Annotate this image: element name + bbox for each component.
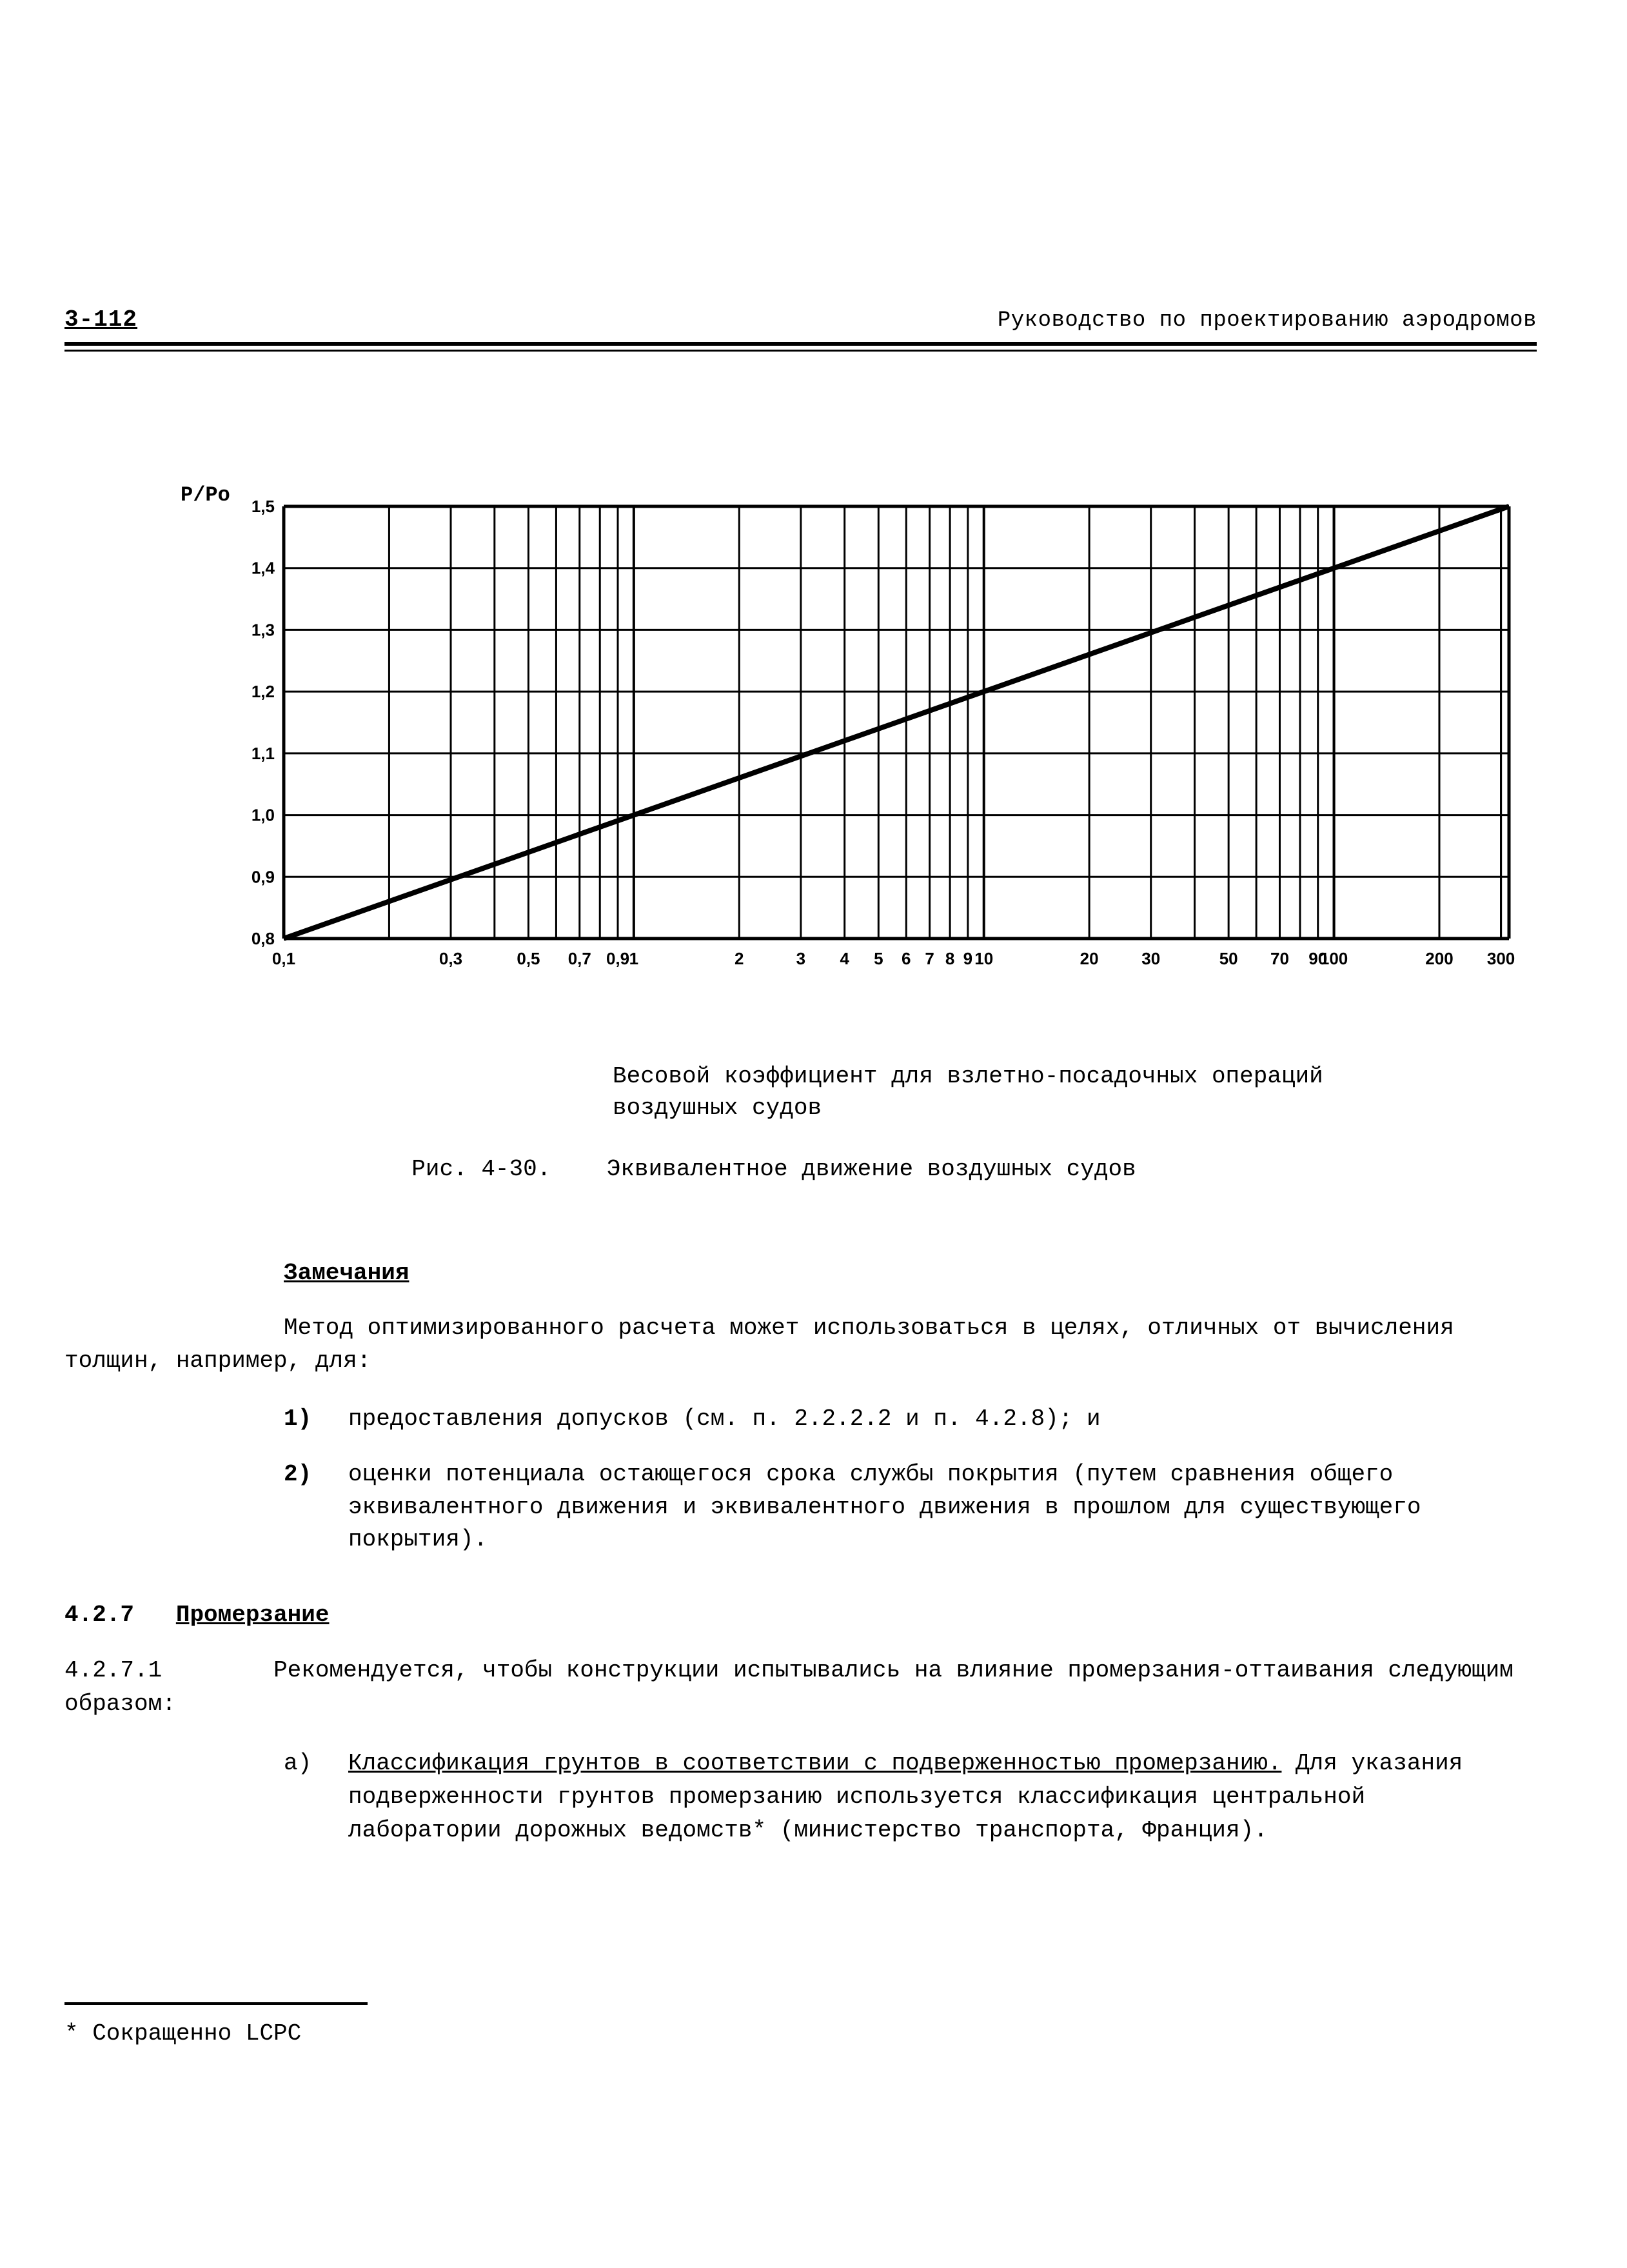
svg-text:1,0: 1,0 [251,806,275,825]
svg-text:1,2: 1,2 [251,682,275,701]
manual-title: Руководство по проектированию аэродромов [998,308,1537,333]
section-4-2-7-heading: 4.2.7 Промерзание [64,1602,1524,1628]
svg-text:300: 300 [1487,949,1515,968]
page: 3-112 Руководство по проектированию аэро… [64,297,1563,2047]
paragraph-number: 4.2.7.1 [64,1657,162,1684]
page-header: 3-112 Руководство по проектированию аэро… [64,297,1563,342]
notes-section: Замечания Метод оптимизированного расчет… [64,1260,1524,2047]
svg-text:9: 9 [963,949,972,968]
svg-text:0,9: 0,9 [606,949,629,968]
notes-list: 1) предоставления допусков (см. п. 2.2.2.… [284,1403,1498,1557]
svg-text:1: 1 [629,949,638,968]
notes-intro: Метод оптимизированного расчета может ис… [64,1312,1524,1377]
list-item-text: предоставления допусков (см. п. 2.2.2.2 … [348,1403,1498,1435]
chart-y-axis-label: P/Po [181,483,230,507]
svg-text:1,3: 1,3 [251,620,275,639]
footnote: * Сокращенно LCPC [64,2020,1524,2047]
header-rule-thick [64,342,1537,346]
svg-text:3: 3 [796,949,805,968]
svg-text:200: 200 [1425,949,1453,968]
svg-text:5: 5 [874,949,883,968]
svg-text:30: 30 [1141,949,1160,968]
list-item: 1) предоставления допусков (см. п. 2.2.2.… [284,1403,1498,1435]
svg-text:0,9: 0,9 [251,867,275,886]
list-item-body: Классификация грунтов в соответствии с п… [348,1747,1498,1848]
svg-text:1,4: 1,4 [251,559,275,578]
svg-text:0,8: 0,8 [251,929,275,948]
chart-figure-4-30: P/Po 0,80,91,01,11,21,31,41,50,10,30,50,… [232,500,1522,997]
svg-text:10: 10 [974,949,993,968]
figure-caption-prefix: Рис. 4-30. [411,1156,551,1182]
svg-text:2: 2 [735,949,744,968]
section-number: 4.2.7 [64,1602,134,1628]
svg-text:0,1: 0,1 [272,949,295,968]
list-item-text: оценки потенциала остающегося срока служ… [348,1458,1498,1556]
notes-heading: Замечания [284,1260,1524,1286]
section-4-2-7-list: a) Классификация грунтов в соответствии с… [284,1747,1498,1848]
svg-text:1,1: 1,1 [251,744,275,763]
svg-text:6: 6 [902,949,911,968]
svg-text:4: 4 [840,949,849,968]
svg-text:0,3: 0,3 [439,949,462,968]
list-item-number: 2) [284,1458,322,1556]
list-item-number: 1) [284,1403,322,1435]
svg-text:0,5: 0,5 [517,949,540,968]
svg-text:7: 7 [925,949,934,968]
list-item: a) Классификация грунтов в соответствии с… [284,1747,1498,1848]
svg-text:50: 50 [1219,949,1238,968]
footnote-rule [64,2002,368,2005]
list-item: 2) оценки потенциала остающегося срока сл… [284,1458,1498,1556]
list-item-title: Классификация грунтов в соответствии с п… [348,1750,1281,1776]
svg-text:8: 8 [945,949,954,968]
figure-caption-text: Эквивалентное движение воздушных судов [607,1156,1136,1182]
svg-text:1,5: 1,5 [251,500,275,516]
header-rule-thin [64,350,1537,352]
chart-x-axis-label: Весовой коэффициент для взлетно-посадочн… [613,1061,1451,1124]
list-item-number: a) [284,1747,322,1848]
page-number: 3-112 [64,306,137,333]
paragraph-text: Рекомендуется, чтобы конструкции испытыв… [64,1657,1514,1717]
section-title: Промерзание [176,1602,330,1628]
svg-text:20: 20 [1080,949,1099,968]
figure-caption: Рис. 4-30. Эквивалентное движение воздуш… [193,1156,1354,1182]
svg-text:100: 100 [1320,949,1348,968]
paragraph-4-2-7-1: 4.2.7.1 Рекомендуется, чтобы конструкции… [64,1654,1524,1721]
svg-text:70: 70 [1270,949,1289,968]
chart-svg: 0,80,91,01,11,21,31,41,50,10,30,50,70,91… [232,500,1522,997]
svg-text:0,7: 0,7 [568,949,591,968]
